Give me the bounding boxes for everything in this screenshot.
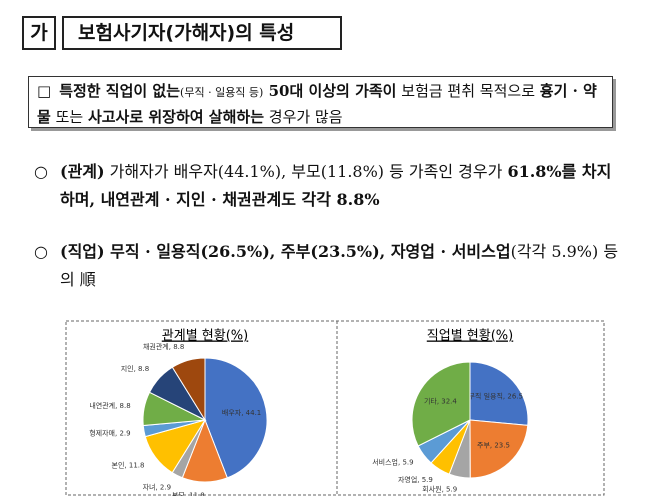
charts: 관계별 현황(%) 배우자, 44.1 부모, 11.8자녀, 2.9 본인, 11.…: [65, 320, 605, 496]
slice-label: 본인, 11.8: [112, 460, 145, 469]
text-run: 61.8%를 차지하며, 내연관계 · 지인 · 채권관계도 각각 8.8%: [60, 162, 612, 209]
bullet-marker: ○: [34, 162, 48, 181]
chart-title: 직업별 현황(%): [427, 329, 513, 344]
slice-label: 채권관계, 8.8: [143, 342, 184, 351]
slice-label: 무직 일용직, 26.5: [468, 392, 522, 401]
slice-label: 기타, 32.4: [424, 397, 457, 406]
pie-slice: [411, 361, 471, 447]
slice-label: 내연관계, 8.8: [89, 401, 130, 410]
text-run: 경우가 많음: [264, 108, 343, 126]
pie-slice: [171, 357, 206, 422]
slice-label: 지인, 8.8: [121, 364, 149, 373]
text-run: 50대 이상의 가족이: [263, 82, 397, 100]
text-run: (무직 · 일용직 등): [180, 86, 264, 99]
slice-label: 자영업, 5.9: [398, 475, 433, 484]
section-badge: 가: [22, 16, 56, 50]
slice-label: 배우자, 44.1: [222, 408, 261, 417]
text-run: 보험금 편취 목적으로: [396, 82, 540, 100]
slice-label: 서비스업, 5.9: [372, 458, 413, 467]
text-run: (직업): [60, 242, 105, 261]
chart-title: 관계별 현황(%): [162, 329, 248, 344]
bullet: ○ (관계) 가해자가 배우자(44.1%), 부모(11.8%) 등 가족인 경…: [34, 158, 624, 214]
text-run: 무직 · 일용직(26.5%), 주부(23.5%), 자영업 · 서비스업: [104, 242, 511, 261]
text-run: 사고사로 위장하여 살해하는: [87, 108, 264, 126]
pie-slice: [204, 357, 268, 479]
pie-slice: [469, 361, 529, 426]
bullet-text: (직업) 무직 · 일용직(26.5%), 주부(23.5%), 자영업 · 서…: [60, 238, 620, 294]
text-run: (관계): [60, 162, 105, 181]
pie-slice: [469, 419, 529, 479]
text-run: 또는: [50, 108, 88, 126]
text-run: (각각 5.9%) 등의 順: [60, 242, 619, 289]
text-run: 가해자가 배우자(44.1%), 부모(11.8%) 등 가족인 경우가: [104, 162, 508, 181]
slice-label: 주부, 23.5: [477, 442, 510, 450]
summary-box: □ 특정한 직업이 없는(무직 · 일용직 등) 50대 이상의 가족이 보험금 …: [28, 76, 613, 128]
chart-frame: [65, 320, 605, 496]
slice-label: 자녀, 2.9: [143, 483, 171, 492]
slice-label: 회사원, 5.9: [422, 485, 457, 494]
summary-marker: □: [37, 82, 52, 100]
text-run: 흉기 · 약물: [37, 82, 597, 126]
bullet: ○ (직업) 무직 · 일용직(26.5%), 주부(23.5%), 자영업 · …: [34, 238, 624, 294]
bullet-text: (관계) 가해자가 배우자(44.1%), 부모(11.8%) 등 가족인 경우…: [60, 158, 620, 214]
section-title: 보험사기자(가해자)의 특성: [62, 16, 342, 50]
slice-label: 부모, 11.8: [172, 492, 205, 496]
bullet-marker: ○: [34, 242, 48, 261]
slice-label: 형제자매, 2.9: [89, 429, 130, 438]
text-run: 특정한 직업이 없는: [59, 82, 181, 100]
